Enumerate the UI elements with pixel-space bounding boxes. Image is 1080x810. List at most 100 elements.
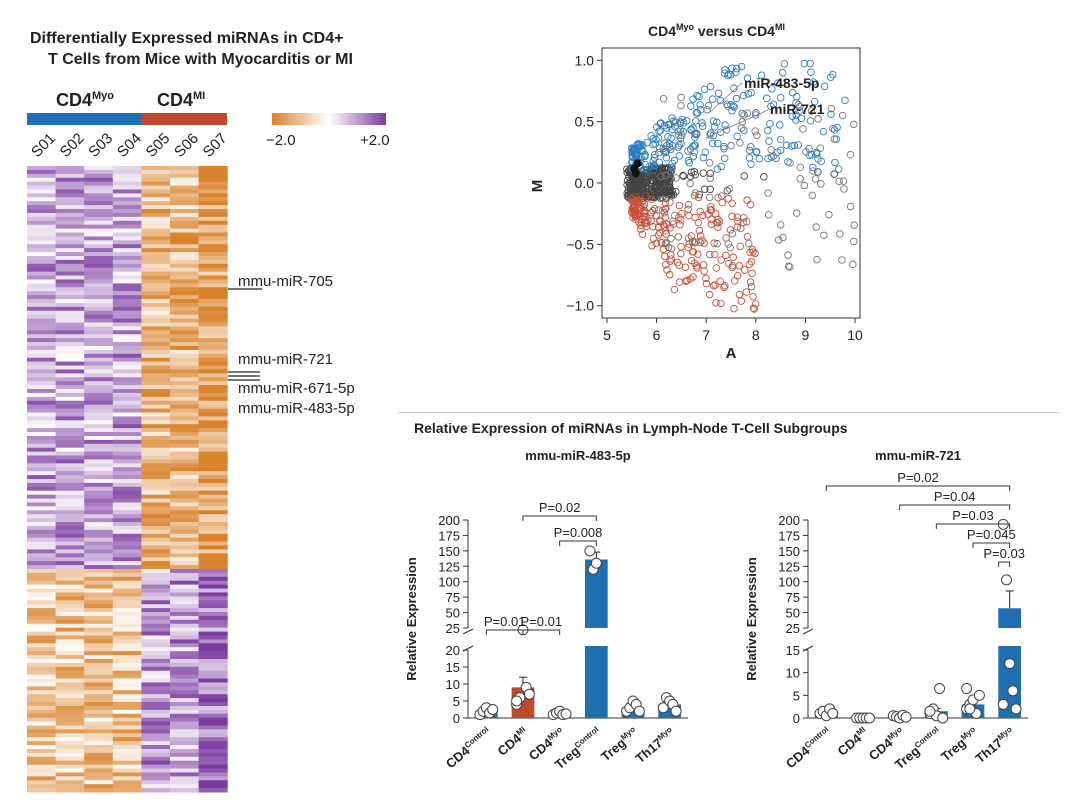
heatmap-cell [170,510,200,515]
heatmap-cell [112,545,142,550]
heatmap-cell [27,252,57,257]
ma-point [649,206,657,215]
heatmap-cell [84,400,114,406]
heatmap-cell [141,506,171,511]
heatmap-cell [55,623,85,629]
heatmap-cell [170,475,200,480]
ma-point [748,269,756,278]
heatmap-cell [170,451,200,457]
ma-point [796,163,804,172]
heatmap-cell [112,318,142,323]
heatmap-cell [141,713,171,719]
heatmap-cell [84,209,114,214]
heatmap-cell [112,635,142,640]
y-tick-label: 25 [786,621,800,636]
heatmap-cell [84,596,114,601]
ma-point [752,300,760,308]
heatmap-cell [112,216,142,222]
annotation-483: mmu-miR-483-5p [238,400,355,417]
heatmap-cell [170,518,200,523]
heatmap-cell [55,553,85,558]
heatmap-cell [141,705,171,711]
heatmap-cell [27,623,57,629]
ma-point [656,194,665,202]
ma-xlabel: A [726,345,737,362]
heatmap-cell [27,287,57,292]
ma-point [705,290,714,299]
ma-xtick-label: 9 [802,327,810,343]
heatmap-cell [112,334,142,339]
heatmap-cell [55,772,85,777]
heatmap-cell [84,514,114,519]
heatmap-cell [198,651,228,656]
heatmap-cell [141,467,171,472]
ma-point [728,212,736,221]
heatmap-cell [198,459,228,464]
heatmap-cell [84,741,114,746]
heatmap-cell [141,780,171,785]
heatmap-cell [84,463,114,468]
heatmap-cell [84,416,114,421]
heatmap-cell [198,443,228,449]
heatmap-cell [27,713,57,719]
heatmap-cell [198,553,228,558]
heatmap-cell [170,244,200,249]
heatmap-cell [84,694,114,699]
heatmap-cell [27,686,57,691]
heatmap-cell [112,396,142,402]
heatmap-cell [198,181,228,187]
heatmap-cell [141,619,171,625]
heatmap-cell [55,604,85,609]
ma-point [727,141,735,150]
heatmap-cell [112,392,142,398]
heatmap-cell [55,760,85,766]
heatmap-cell [27,619,57,625]
ma-point [776,93,785,102]
heatmap-cell [141,459,171,464]
heatmap-cell [198,737,228,742]
ma-point [811,175,820,183]
data-point [863,712,875,724]
heatmap-cell [198,408,228,413]
heatmap-cell [55,686,85,691]
heatmap-cell [198,561,228,566]
y-tick-label: 200 [778,513,800,528]
heatmap-cell [170,713,200,719]
heatmap-cell [55,780,85,785]
heatmap-cell [55,600,85,605]
ma-point [685,240,693,248]
heatmap-cell [27,424,57,429]
heatmap-cell [27,651,57,656]
heatmap-cell [84,201,114,206]
heatmap-cell [198,615,228,621]
heatmap-cell [141,561,171,566]
heatmap-cell [112,463,142,468]
ma-point [747,257,756,266]
heatmap-cell [55,479,85,484]
heatmap-cell [141,670,171,676]
heatmap-cell [55,612,85,617]
x-tick-label: Th17Myo [632,725,677,766]
heatmap-cell [141,443,171,449]
heatmap-cell [112,169,142,175]
heatmap-cell [27,705,57,711]
heatmap-cell [198,588,228,593]
heatmap-cell [112,212,142,218]
heatmap-cell [55,432,85,437]
ma-point [678,115,686,124]
ma-point [641,160,650,169]
heatmap-cell [170,209,200,214]
heatmap-cell [27,345,57,351]
heatmap-cell [27,291,57,296]
heatmap-cell [84,381,114,386]
heatmap-cell [112,666,142,672]
heatmap-cell [170,412,200,417]
heatmap-cell [55,549,85,554]
heatmap-cell [27,475,57,480]
heatmap-cell [198,600,228,605]
ma-point [825,211,833,219]
ma-point [834,165,843,173]
heatmap-cell [170,291,200,296]
ma-point [634,199,643,207]
heatmap-cell [198,788,228,793]
